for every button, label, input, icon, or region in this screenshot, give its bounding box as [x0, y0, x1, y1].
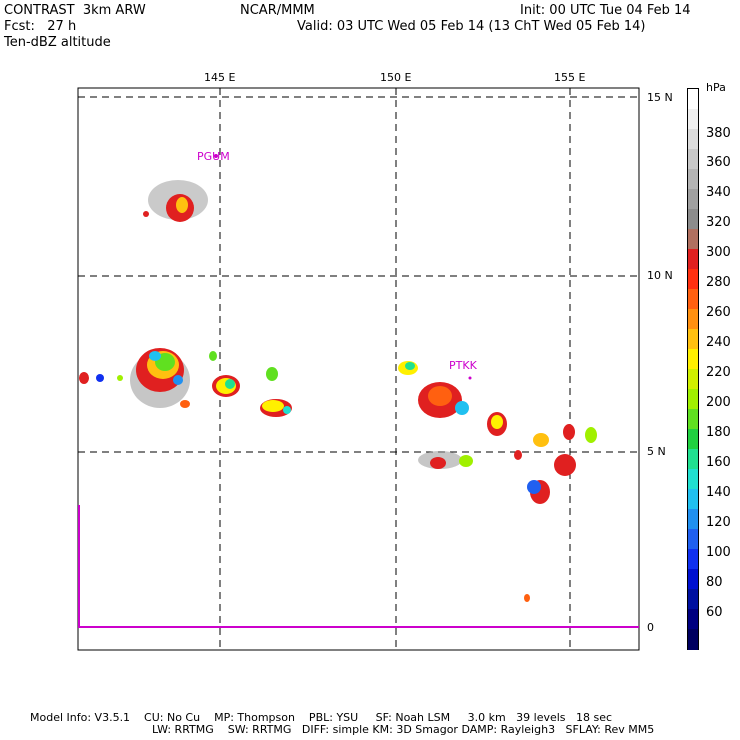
- colorbar-segment: [688, 569, 698, 590]
- lat-label-10n: 10 N: [647, 269, 673, 282]
- colorbar-segment: [688, 209, 698, 230]
- colorbar-segment: [688, 409, 698, 430]
- station-label-pgum: PGUM: [197, 150, 230, 163]
- colorbar-segment: [688, 109, 698, 130]
- init-time: Init: 00 UTC Tue 04 Feb 14: [520, 3, 691, 18]
- forecast-hour: Fcst: 27 h: [4, 19, 77, 34]
- colorbar-segment: [688, 189, 698, 210]
- colorbar-segment: [688, 249, 698, 270]
- lon-label-150: 150 E: [380, 71, 412, 84]
- colorbar-segment: [688, 589, 698, 610]
- cell-5n-band: [418, 451, 473, 469]
- colorbar-label: 360: [706, 155, 731, 170]
- storm-cells: [79, 180, 597, 602]
- colorbar-segment: [688, 289, 698, 310]
- map-frame: [77, 87, 640, 651]
- colorbar-segment: [688, 149, 698, 170]
- valid-time: Valid: 03 UTC Wed 05 Feb 14 (13 ChT Wed …: [297, 19, 646, 34]
- colorbar-label: 140: [706, 485, 731, 500]
- lat-label-15n: 15 N: [647, 91, 673, 104]
- footer-line-1: Model Info: V3.5.1 CU: No Cu MP: Thompso…: [30, 711, 613, 724]
- colorbar-segment: [688, 169, 698, 190]
- colorbar-segment: [688, 469, 698, 490]
- field-name: Ten-dBZ altitude: [4, 35, 111, 50]
- colorbar-label: 80: [706, 575, 723, 590]
- colorbar-label: 60: [706, 605, 723, 620]
- colorbar-segment: [688, 609, 698, 630]
- colorbar-label: 200: [706, 395, 731, 410]
- colorbar-segment: [688, 129, 698, 150]
- cell-145e: [212, 367, 292, 417]
- colorbar-segment: [688, 549, 698, 570]
- footer-line-2: LW: RRTMG SW: RRTMG DIFF: simple KM: 3D …: [152, 723, 655, 736]
- lon-label-145: 145 E: [204, 71, 236, 84]
- domain-boundary: [78, 505, 639, 628]
- colorbar-segment: [688, 329, 698, 350]
- colorbar-segment: [688, 389, 698, 410]
- colorbar-label: 340: [706, 185, 731, 200]
- colorbar-label: 260: [706, 305, 731, 320]
- colorbar-label: 240: [706, 335, 731, 350]
- station-dot-pgum: [214, 154, 218, 158]
- station-dot-ptkk: [468, 376, 472, 380]
- colorbar-segment: [688, 229, 698, 250]
- colorbar-label: 160: [706, 455, 731, 470]
- colorbar-label: 220: [706, 365, 731, 380]
- station-label-ptkk: PTKK: [449, 359, 477, 372]
- colorbar-segment: [688, 369, 698, 390]
- model-title: CONTRAST 3km ARW: [4, 3, 146, 18]
- colorbar-label: 120: [706, 515, 731, 530]
- colorbar-segment: [688, 349, 698, 370]
- colorbar-segment: [688, 629, 698, 650]
- graticule: [78, 88, 639, 650]
- colorbar-segment: [688, 529, 698, 550]
- colorbar-segment: [688, 509, 698, 530]
- cell-east: [487, 412, 597, 602]
- station-markers: [214, 154, 472, 380]
- colorbar-segment: [688, 449, 698, 470]
- cell-guam: [143, 180, 208, 222]
- colorbar: [687, 88, 699, 650]
- cell-west-cluster: [79, 348, 217, 408]
- lat-label-5n: 5 N: [647, 445, 666, 458]
- colorbar-segment: [688, 89, 698, 110]
- colorbar-unit: hPa: [706, 81, 726, 94]
- lat-label-0: 0: [647, 621, 654, 634]
- colorbar-segment: [688, 429, 698, 450]
- cell-ptkk: [398, 361, 469, 418]
- center-label: NCAR/MMM: [240, 3, 315, 18]
- lon-label-155: 155 E: [554, 71, 586, 84]
- colorbar-segment: [688, 309, 698, 330]
- colorbar-segment: [688, 489, 698, 510]
- colorbar-label: 300: [706, 245, 731, 260]
- boundary-line: [78, 505, 639, 628]
- colorbar-segment: [688, 269, 698, 290]
- colorbar-label: 320: [706, 215, 731, 230]
- colorbar-label: 380: [706, 126, 731, 141]
- colorbar-label: 180: [706, 425, 731, 440]
- colorbar-label: 100: [706, 545, 731, 560]
- colorbar-label: 280: [706, 275, 731, 290]
